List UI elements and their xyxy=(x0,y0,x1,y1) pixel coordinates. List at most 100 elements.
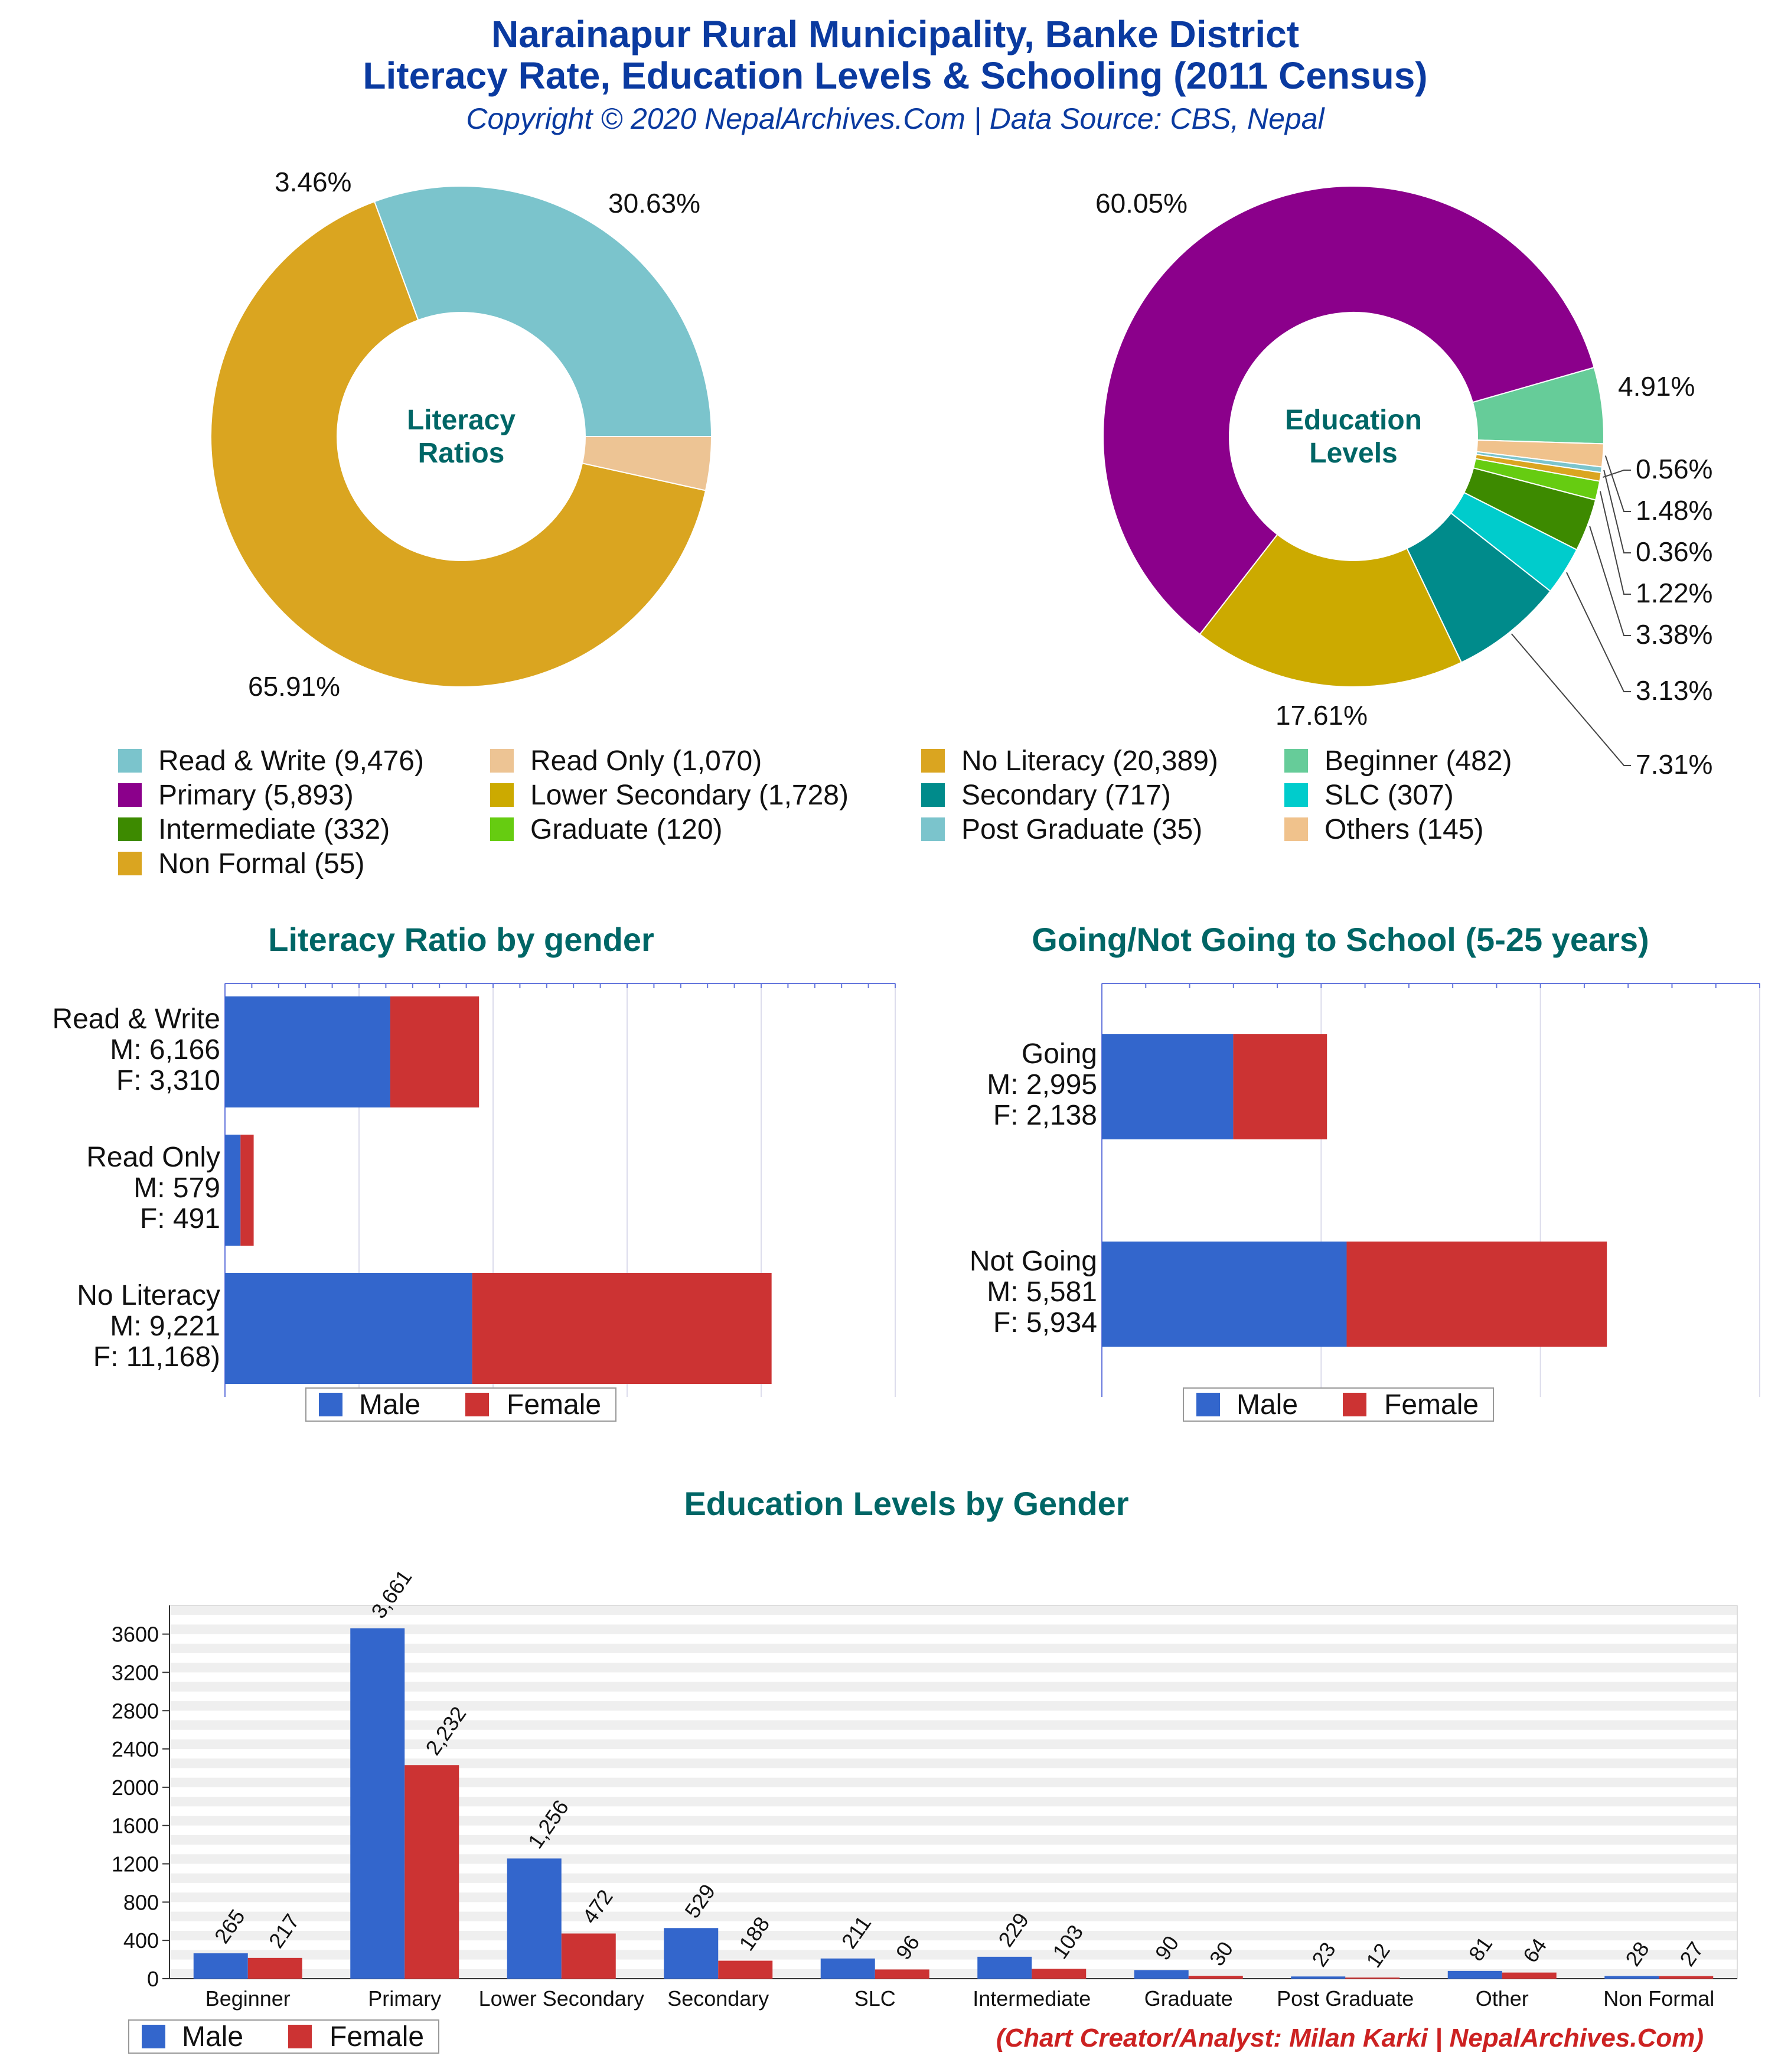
legend-item-label: Post Graduate (35) xyxy=(961,814,1202,845)
plot-stripe xyxy=(169,1758,1737,1768)
donut-slice xyxy=(1102,185,1595,636)
plot-stripe xyxy=(169,1835,1737,1845)
legend-swatch xyxy=(490,749,514,773)
legend-swatch xyxy=(921,749,945,773)
slice-percent-label: 1.48% xyxy=(1636,495,1712,526)
legend-swatch-female xyxy=(465,1393,489,1416)
female-bar xyxy=(718,1960,773,1979)
category-value-label: F: 491 xyxy=(140,1203,220,1234)
legend-item-label: No Literacy (20,389) xyxy=(961,745,1218,777)
legend-label-female: Female xyxy=(330,2021,424,2053)
header: Narainapur Rural Municipality, Banke Dis… xyxy=(363,13,1427,136)
male-bar xyxy=(350,1628,405,1979)
legend-label-female: Female xyxy=(507,1389,601,1421)
plot-stripe xyxy=(169,1624,1737,1634)
x-tick-label: SLC xyxy=(854,1986,896,2011)
x-tick-label: Primary xyxy=(368,1986,441,2011)
x-tick-label: Lower Secondary xyxy=(479,1986,644,2011)
legend-item-label: Secondary (717) xyxy=(961,780,1171,811)
plot-stripe xyxy=(169,1797,1737,1807)
plot-stripe xyxy=(169,1739,1737,1750)
legend-swatch xyxy=(118,783,142,807)
female-bar xyxy=(390,996,479,1107)
legend-swatch xyxy=(1284,783,1308,807)
category-value-label: M: 5,581 xyxy=(987,1276,1097,1308)
plot-stripe xyxy=(169,1605,1737,1615)
female-bar xyxy=(1188,1976,1243,1979)
plot-stripe xyxy=(169,1682,1737,1692)
slice-percent-label: 60.05% xyxy=(1095,188,1188,219)
y-tick-label: 800 xyxy=(123,1890,159,1914)
legend-swatch xyxy=(118,817,142,841)
legend-item-label: Others (145) xyxy=(1325,814,1483,845)
x-tick-label: Non Formal xyxy=(1603,1986,1714,2011)
school-going-chart: Going/Not Going to School (5-25 years) Go… xyxy=(970,921,1760,1422)
leader-line xyxy=(1589,526,1631,636)
bar-value-label: 27 xyxy=(1675,1937,1708,1970)
x-tick-label: Beginner xyxy=(205,1986,291,2011)
x-tick-label: Other xyxy=(1476,1986,1529,2011)
legend-item-label: Read & Write (9,476) xyxy=(158,745,424,777)
x-tick-label: Secondary xyxy=(667,1986,769,2011)
female-bar xyxy=(1659,1976,1714,1979)
chart-title: Literacy Ratio by gender xyxy=(268,921,654,958)
pie-legend: Read & Write (9,476) Read Only (1,070) No … xyxy=(118,745,1512,879)
bar-value-label: 23 xyxy=(1307,1938,1340,1971)
donut-center-label: Ratios xyxy=(418,438,505,469)
male-bar xyxy=(1102,1034,1234,1139)
male-bar xyxy=(507,1858,562,1979)
female-bar xyxy=(404,1765,459,1979)
legend-item-label: Lower Secondary (1,728) xyxy=(530,780,849,811)
donut-slice xyxy=(1199,533,1463,688)
education-by-gender-chart: Education Levels by Gender 0 400 800 1200 160… xyxy=(112,1485,1738,2054)
donut-slice xyxy=(581,436,713,491)
female-bar xyxy=(1233,1034,1327,1139)
category-value-label: M: 2,995 xyxy=(987,1069,1097,1100)
slice-percent-label: 3.46% xyxy=(275,167,351,197)
male-bar xyxy=(193,1953,248,1979)
legend-label-female: Female xyxy=(1384,1389,1479,1421)
legend-item-label: Non Formal (55) xyxy=(158,848,364,879)
y-tick-label: 3600 xyxy=(112,1623,159,1647)
slice-percent-label: 30.63% xyxy=(608,188,700,219)
category-value-label: F: 3,310 xyxy=(116,1065,220,1096)
leader-line xyxy=(1603,470,1631,553)
credit-line: (Chart Creator/Analyst: Milan Karki | Ne… xyxy=(996,2024,1704,2053)
category-value-label: F: 11,168) xyxy=(93,1341,220,1373)
education-levels-donut: 4.91% 1.48% 0.36% 0.56% 1.22% 3.38% 3.13% 7.31%… xyxy=(1095,185,1712,780)
title-line-2: Literacy Rate, Education Levels & School… xyxy=(363,54,1427,97)
legend-swatch xyxy=(490,783,514,807)
slice-percent-label: 17.61% xyxy=(1275,700,1368,731)
leader-line xyxy=(1599,491,1631,595)
slice-percent-label: 0.36% xyxy=(1636,536,1712,567)
legend-item-label: Read Only (1,070) xyxy=(530,745,762,777)
legend-swatch xyxy=(490,817,514,841)
female-bar xyxy=(247,1957,302,1979)
y-tick-label: 1200 xyxy=(112,1852,159,1876)
donut-slice xyxy=(210,200,707,688)
plot-stripe xyxy=(169,1663,1737,1673)
legend-label-male: Male xyxy=(359,1389,420,1421)
category-label: Read & Write xyxy=(52,1004,220,1035)
category-label: No Literacy xyxy=(77,1280,220,1311)
female-bar xyxy=(472,1273,772,1384)
male-bar xyxy=(225,1135,241,1246)
legend-label-male: Male xyxy=(1237,1389,1298,1421)
category-label: Read Only xyxy=(86,1142,220,1173)
donut-center-label: Education xyxy=(1285,405,1422,436)
bar-value-label: 12 xyxy=(1361,1939,1395,1972)
bar-value-label: 472 xyxy=(578,1885,618,1928)
x-tick-label: Post Graduate xyxy=(1277,1986,1414,2011)
y-tick-label: 400 xyxy=(123,1928,159,1953)
slice-percent-label: 1.22% xyxy=(1636,578,1712,608)
legend-item-label: Intermediate (332) xyxy=(158,814,390,845)
slice-percent-label: 4.91% xyxy=(1618,371,1695,402)
male-bar xyxy=(1102,1242,1347,1347)
leader-line xyxy=(1511,633,1631,766)
male-bar xyxy=(820,1958,875,1979)
category-value-label: F: 2,138 xyxy=(993,1100,1097,1131)
copyright-line: Copyright © 2020 NepalArchives.Com | Dat… xyxy=(466,102,1325,136)
male-bar xyxy=(1291,1976,1346,1979)
plot-stripe xyxy=(169,1701,1737,1711)
